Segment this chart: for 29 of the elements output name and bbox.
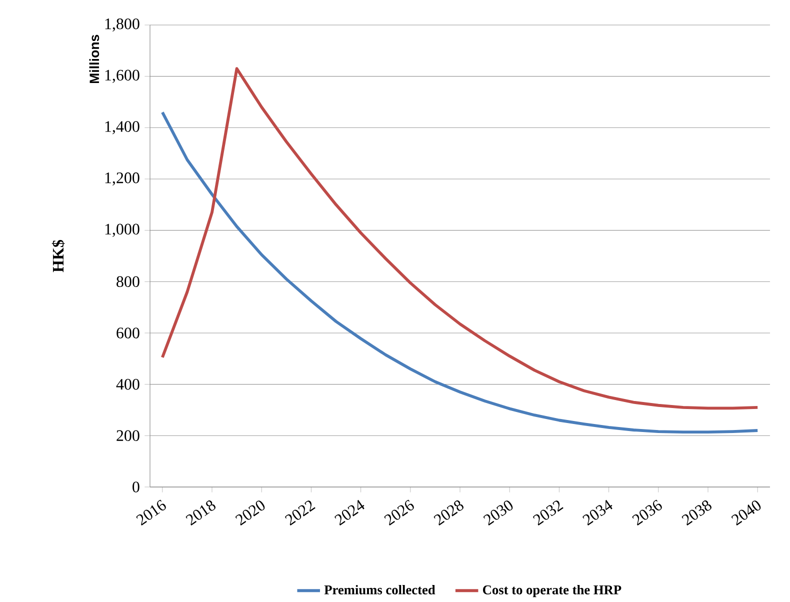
x-tick-label: 2018 (186, 500, 216, 526)
legend-label: Premiums collected (324, 585, 436, 595)
x-tick-label: 2016 (136, 500, 166, 526)
x-tick-label: 2038 (682, 500, 712, 526)
x-tick-label: 2030 (483, 500, 513, 526)
y-tick-label: 0 (132, 482, 140, 493)
y-tick-label: 1,800 (105, 18, 140, 32)
x-tick-label: 2034 (582, 500, 612, 526)
x-tick-label: 2036 (632, 500, 662, 526)
y-tick-label: 1,600 (105, 70, 140, 84)
y-tick-label: 400 (116, 379, 140, 390)
y-tick-label: 800 (116, 276, 140, 288)
x-tick-label: 2032 (532, 500, 564, 526)
text: Millions (89, 35, 100, 84)
x-tick-label: 2022 (284, 500, 316, 526)
x-tick-label: 2024 (334, 500, 364, 526)
line-series (160, 111, 760, 434)
y-axis-title: HK$ (52, 240, 65, 272)
x-tick-label: 2028 (434, 500, 464, 526)
x-tick-label: 2026 (384, 500, 414, 526)
x-tick-label: 2040 (731, 500, 761, 526)
y-tick-label: 1,200 (105, 172, 140, 186)
y-tick-label: 600 (116, 328, 140, 339)
legend-label: Cost to operate the HRP (482, 585, 622, 598)
line-series (160, 67, 760, 410)
y-tick-label: 200 (116, 430, 140, 442)
y-tick-label: 1,400 (105, 121, 140, 134)
y-tick-label: 1,000 (105, 224, 140, 238)
x-tick-label: 2020 (235, 500, 265, 526)
